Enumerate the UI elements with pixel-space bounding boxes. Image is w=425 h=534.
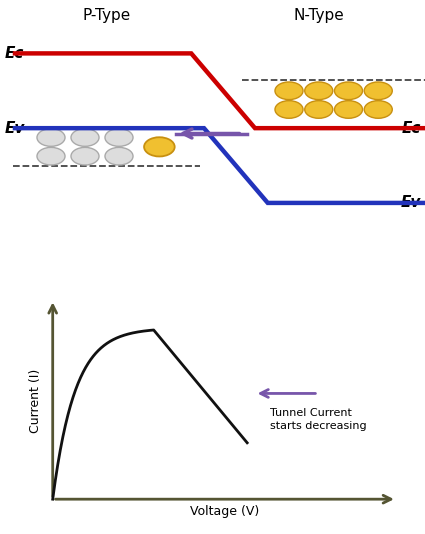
Circle shape — [144, 137, 175, 156]
Text: Ec: Ec — [401, 121, 421, 136]
Circle shape — [305, 100, 333, 118]
Text: Tunnel Current
starts decreasing: Tunnel Current starts decreasing — [269, 407, 366, 431]
Circle shape — [334, 82, 363, 99]
Circle shape — [275, 100, 303, 118]
Circle shape — [105, 129, 133, 146]
Circle shape — [71, 147, 99, 165]
Circle shape — [37, 129, 65, 146]
Circle shape — [37, 147, 65, 165]
Text: P-Type: P-Type — [82, 8, 130, 23]
Text: Ev: Ev — [4, 121, 25, 136]
Circle shape — [275, 82, 303, 99]
Circle shape — [71, 129, 99, 146]
Text: Current (I): Current (I) — [29, 368, 42, 433]
Circle shape — [334, 100, 363, 118]
Circle shape — [105, 147, 133, 165]
Text: N-Type: N-Type — [293, 8, 344, 23]
Circle shape — [364, 82, 392, 99]
Text: Ev: Ev — [400, 195, 421, 210]
Circle shape — [364, 100, 392, 118]
Text: Voltage (V): Voltage (V) — [190, 505, 259, 518]
Text: Ec: Ec — [4, 46, 24, 61]
Circle shape — [305, 82, 333, 99]
